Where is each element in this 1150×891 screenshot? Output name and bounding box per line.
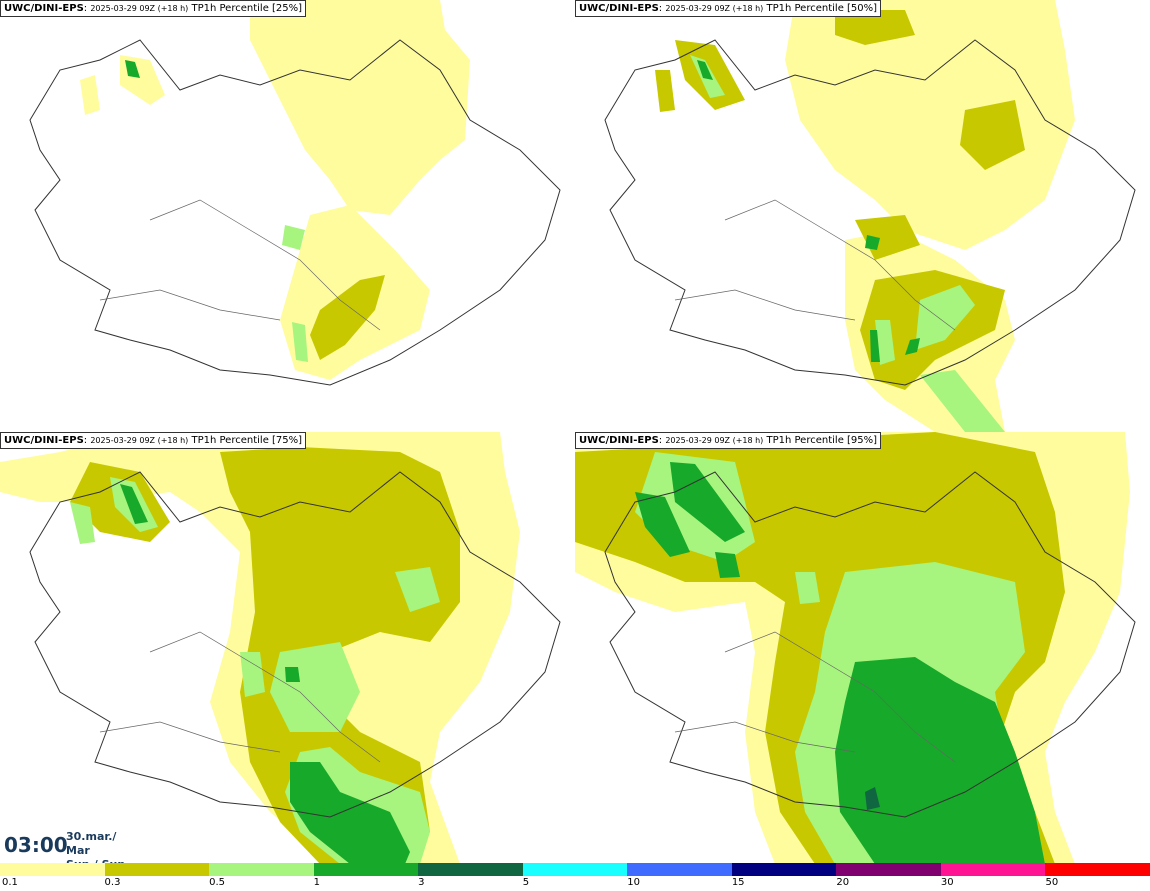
param-label: TP1h Percentile — [763, 3, 848, 14]
param-label: TP1h Percentile — [763, 435, 848, 446]
colorbar-tick-labels: 0.1 0.3 0.5 1 3 5 10 15 20 30 50 — [0, 877, 1150, 891]
valid-time: 03:00 — [4, 833, 68, 857]
precip-colorbar — [0, 863, 1150, 876]
colorbar-segment — [940, 863, 1046, 876]
panel-title-p50: UWC/DINI-EPS: 2025-03-29 09Z (+18 h) TP1… — [575, 0, 882, 17]
param-label: TP1h Percentile — [188, 435, 273, 446]
map-panel-p25: UWC/DINI-EPS: 2025-03-29 09Z (+18 h) TP1… — [0, 0, 575, 432]
colorbar-segment — [0, 863, 105, 876]
precip-map-p75 — [0, 432, 520, 864]
panel-title-p25: UWC/DINI-EPS: 2025-03-29 09Z (+18 h) TP1… — [0, 0, 307, 17]
title-separator: : — [83, 3, 91, 14]
percentile-label: [50%] — [847, 3, 878, 14]
model-name: UWC/DINI-EPS — [4, 3, 84, 14]
colorbar-tick-label: 10 — [627, 877, 640, 888]
colorbar-tick-label: 30 — [940, 877, 954, 888]
param-label: TP1h Percentile — [188, 3, 273, 14]
model-name: UWC/DINI-EPS — [579, 435, 659, 446]
precip-map-p50 — [655, 0, 1075, 432]
colorbar-segment — [731, 863, 837, 876]
colorbar-tick-label: 50 — [1045, 877, 1059, 888]
model-name: UWC/DINI-EPS — [4, 435, 84, 446]
model-name: UWC/DINI-EPS — [579, 3, 659, 14]
panel-title-p95: UWC/DINI-EPS: 2025-03-29 09Z (+18 h) TP1… — [575, 432, 882, 449]
colorbar-tick-label: 15 — [731, 877, 745, 888]
colorbar-tick-label: 5 — [522, 877, 530, 888]
map-panel-p75: UWC/DINI-EPS: 2025-03-29 09Z (+18 h) TP1… — [0, 432, 575, 864]
colorbar-segment — [1045, 863, 1150, 876]
colorbar-segment — [313, 863, 419, 876]
coastline-p25 — [29, 39, 561, 386]
colorbar-tick-label: 20 — [836, 877, 850, 888]
colorbar-tick-label: 1 — [313, 877, 320, 888]
colorbar-segment — [418, 863, 523, 876]
percentile-label: [95%] — [847, 435, 878, 446]
colorbar-tick-label: 0.3 — [104, 877, 121, 888]
map-panel-p50: UWC/DINI-EPS: 2025-03-29 09Z (+18 h) TP1… — [575, 0, 1150, 432]
coastline-p75 — [29, 471, 561, 818]
run-time: 2025-03-29 09Z (+18 h) — [665, 4, 764, 13]
colorbar-segment — [104, 863, 210, 876]
precip-map-p25 — [80, 0, 470, 380]
valid-date-line1: 30.mar./ Mar — [66, 830, 117, 857]
title-separator: : — [658, 435, 666, 446]
colorbar-segment — [209, 863, 314, 876]
run-time: 2025-03-29 09Z (+18 h) — [665, 436, 764, 445]
colorbar-tick-label: 3 — [418, 877, 425, 888]
coastline-p95 — [604, 471, 1136, 818]
percentile-label: [75%] — [272, 435, 303, 446]
map-panel-p95: UWC/DINI-EPS: 2025-03-29 09Z (+18 h) TP1… — [575, 432, 1150, 864]
panel-title-p75: UWC/DINI-EPS: 2025-03-29 09Z (+18 h) TP1… — [0, 432, 307, 449]
colorbar-tick-label: 0.5 — [209, 877, 225, 888]
coastline-p50 — [604, 39, 1136, 386]
colorbar-segment — [522, 863, 628, 876]
title-separator: : — [83, 435, 91, 446]
title-separator: : — [658, 3, 666, 14]
colorbar-tick-label: 0.1 — [2, 877, 18, 888]
precip-map-p95 — [575, 432, 1130, 864]
valid-time-box: 03:00 30.mar./ Mar Sun./ Sun — [0, 828, 140, 871]
run-time: 2025-03-29 09Z (+18 h) — [90, 4, 189, 13]
run-time: 2025-03-29 09Z (+18 h) — [90, 436, 189, 445]
colorbar-segment — [836, 863, 941, 876]
colorbar-segment — [627, 863, 732, 876]
percentile-label: [25%] — [272, 3, 303, 14]
